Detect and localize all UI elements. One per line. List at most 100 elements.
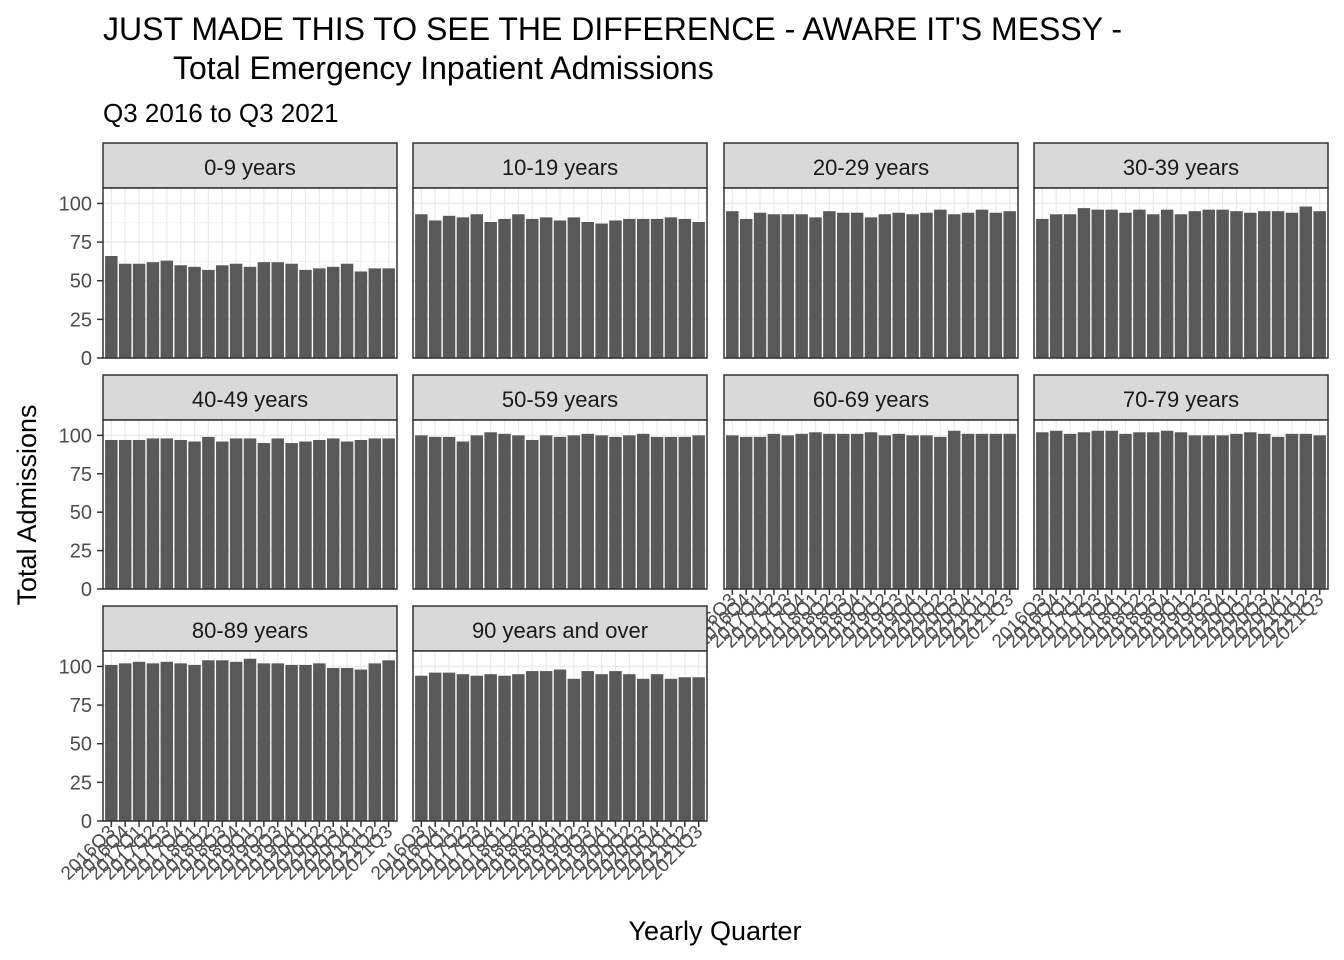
bar bbox=[753, 212, 767, 358]
facet-strip-label: 70-79 years bbox=[1123, 387, 1239, 412]
facet-panel: 60-69 years2016Q32016Q42017Q12017Q22017Q… bbox=[678, 374, 1019, 652]
bar bbox=[470, 675, 484, 821]
bar bbox=[368, 438, 382, 589]
bar bbox=[1160, 430, 1174, 589]
bar bbox=[188, 266, 201, 358]
bar bbox=[1133, 432, 1146, 589]
bar bbox=[906, 435, 919, 589]
facet-strip-label: 90 years and over bbox=[472, 618, 648, 643]
bar bbox=[539, 435, 553, 589]
bar bbox=[1299, 206, 1313, 358]
bar bbox=[216, 265, 229, 358]
bar bbox=[146, 438, 160, 589]
bar bbox=[961, 433, 975, 589]
facet-strip-label: 60-69 years bbox=[813, 387, 929, 412]
bar bbox=[299, 269, 312, 358]
bar bbox=[947, 214, 961, 358]
bar bbox=[160, 661, 174, 821]
bar bbox=[809, 217, 822, 358]
bar bbox=[216, 441, 229, 589]
bar bbox=[340, 441, 354, 589]
bar bbox=[188, 441, 201, 589]
facet-strip bbox=[412, 374, 708, 421]
bar bbox=[132, 439, 146, 589]
bar bbox=[512, 435, 525, 589]
y-tick-label: 50 bbox=[70, 502, 92, 524]
bar bbox=[271, 438, 284, 589]
bar bbox=[1119, 433, 1132, 589]
bar bbox=[442, 672, 456, 821]
bar bbox=[823, 211, 836, 358]
bar bbox=[415, 435, 428, 589]
facet-strip-label: 20-29 years bbox=[813, 155, 929, 180]
bar bbox=[484, 222, 497, 358]
bar bbox=[567, 217, 581, 358]
bar bbox=[1105, 209, 1118, 358]
bar bbox=[216, 660, 229, 821]
bar bbox=[285, 443, 298, 589]
bar bbox=[692, 222, 705, 358]
bar bbox=[1160, 209, 1174, 358]
bar bbox=[878, 214, 892, 358]
y-tick-label: 50 bbox=[70, 734, 92, 756]
bar bbox=[1313, 211, 1326, 358]
bar bbox=[692, 435, 705, 589]
bar bbox=[105, 439, 118, 589]
bar bbox=[767, 214, 781, 358]
bar bbox=[1174, 214, 1188, 358]
bar bbox=[609, 436, 622, 589]
bar bbox=[678, 218, 692, 358]
bar bbox=[781, 435, 795, 589]
bar bbox=[1202, 209, 1215, 358]
bar bbox=[1244, 212, 1257, 358]
bar bbox=[146, 663, 160, 821]
bar bbox=[809, 432, 822, 589]
bar bbox=[1147, 214, 1160, 358]
bar bbox=[1271, 436, 1285, 589]
facet-panel: 30-39 years bbox=[1033, 142, 1329, 359]
bar bbox=[1257, 211, 1271, 358]
panel-border bbox=[102, 187, 398, 359]
bar bbox=[428, 436, 442, 589]
bar bbox=[739, 436, 753, 589]
bar bbox=[484, 432, 497, 589]
y-tick-label: 50 bbox=[70, 271, 92, 293]
chart-subtitle: Q3 2016 to Q3 2021 bbox=[103, 98, 339, 128]
bar bbox=[257, 443, 271, 589]
bar bbox=[892, 433, 905, 589]
bar bbox=[664, 436, 678, 589]
bar bbox=[1313, 435, 1326, 589]
bar bbox=[678, 436, 692, 589]
bar bbox=[456, 441, 470, 589]
bar bbox=[526, 218, 539, 358]
bar bbox=[1285, 433, 1299, 589]
bar bbox=[340, 263, 354, 358]
bar bbox=[526, 439, 539, 589]
bar bbox=[202, 269, 215, 358]
bar bbox=[1230, 433, 1243, 589]
bar bbox=[456, 674, 470, 821]
bar bbox=[498, 218, 511, 358]
bar bbox=[1036, 432, 1049, 589]
bar bbox=[313, 439, 326, 589]
bar bbox=[609, 671, 622, 821]
bar bbox=[326, 266, 340, 358]
bar bbox=[864, 432, 878, 589]
bar bbox=[1257, 433, 1271, 589]
y-axis-title: Total Admissions bbox=[12, 404, 42, 605]
facet-strip-label: 80-89 years bbox=[192, 618, 308, 643]
bar bbox=[539, 671, 553, 821]
facet-strip-label: 0-9 years bbox=[204, 155, 296, 180]
bar bbox=[174, 265, 187, 358]
bar bbox=[354, 669, 368, 821]
bar bbox=[636, 218, 650, 358]
bar bbox=[581, 671, 594, 821]
bar bbox=[878, 435, 892, 589]
bar bbox=[105, 664, 118, 821]
facet-panel: 40-49 years 0 25 50 75 100 bbox=[59, 374, 398, 601]
y-tick-label: 25 bbox=[70, 309, 92, 331]
bar bbox=[678, 677, 692, 821]
bar bbox=[382, 268, 395, 358]
bar bbox=[595, 674, 608, 821]
bar bbox=[1049, 214, 1063, 358]
